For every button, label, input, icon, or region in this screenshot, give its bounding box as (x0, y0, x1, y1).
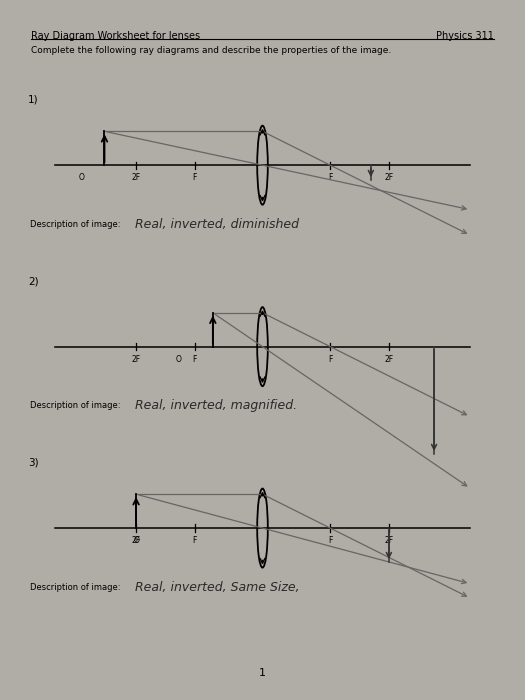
Text: Description of image:: Description of image: (30, 220, 120, 229)
Text: 2F: 2F (384, 173, 393, 182)
Text: 2F: 2F (132, 536, 141, 545)
Text: 2F: 2F (132, 173, 141, 182)
Text: F: F (193, 173, 197, 182)
Text: 2F: 2F (384, 354, 393, 363)
Text: F: F (328, 536, 332, 545)
Text: 3): 3) (28, 458, 39, 468)
Text: F: F (193, 354, 197, 363)
Text: O: O (79, 173, 85, 182)
Text: Description of image:: Description of image: (30, 582, 120, 592)
Text: Real, inverted, Same Size,: Real, inverted, Same Size, (134, 581, 299, 594)
Text: 2F: 2F (384, 536, 393, 545)
Text: 1: 1 (259, 668, 266, 678)
Text: F: F (328, 354, 332, 363)
Text: Real, inverted, magnified.: Real, inverted, magnified. (134, 399, 297, 412)
Text: F: F (193, 536, 197, 545)
Text: O: O (176, 354, 182, 363)
Text: Complete the following ray diagrams and describe the properties of the image.: Complete the following ray diagrams and … (30, 46, 391, 55)
Text: 2): 2) (28, 276, 39, 286)
Text: Real, inverted, diminished: Real, inverted, diminished (134, 218, 299, 231)
Text: Physics 311: Physics 311 (436, 31, 495, 41)
Text: Ray Diagram Worksheet for lenses: Ray Diagram Worksheet for lenses (30, 31, 200, 41)
Text: 1): 1) (28, 94, 39, 104)
Text: F: F (328, 173, 332, 182)
Text: 2F: 2F (132, 354, 141, 363)
Text: Description of image:: Description of image: (30, 401, 120, 410)
Text: O: O (133, 536, 139, 545)
